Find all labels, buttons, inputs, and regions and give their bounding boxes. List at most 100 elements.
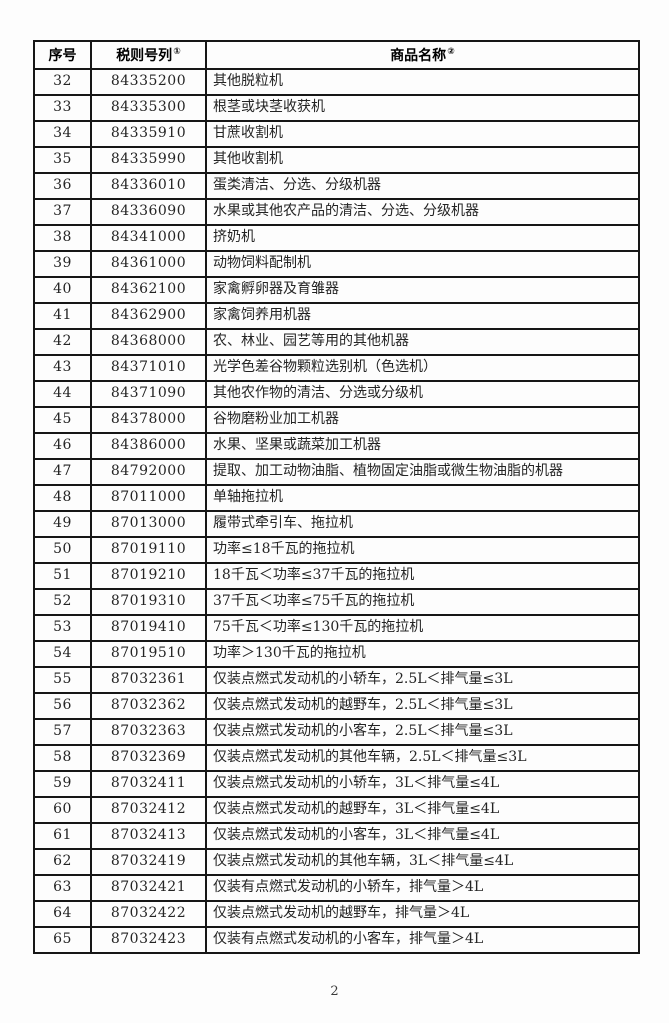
table-row: 62 87032419 仅装点燃式发动机的其他车辆，3L＜排气量≤4L	[33, 848, 640, 876]
row-index-cell: 37	[33, 198, 92, 226]
tariff-code-cell: 87013000	[90, 510, 207, 538]
tariff-code-cell: 84371090	[90, 380, 207, 408]
table-row: 37 84336090 水果或其他农产品的清洁、分选、分级机器	[33, 198, 640, 226]
tariff-code-cell: 87032412	[90, 796, 207, 824]
tariff-code-cell: 87019210	[90, 562, 207, 590]
tariff-code-cell: 87011000	[90, 484, 207, 512]
row-index-cell: 49	[33, 510, 92, 538]
tariff-code-cell: 84386000	[90, 432, 207, 460]
tariff-code-cell: 84335990	[90, 146, 207, 174]
table-row: 55 87032361 仅装点燃式发动机的小轿车，2.5L＜排气量≤3L	[33, 666, 640, 694]
row-index-cell: 36	[33, 172, 92, 200]
product-name-cell: 仅装有点燃式发动机的小轿车，排气量＞4L	[205, 874, 640, 902]
product-name-cell: 75千瓦＜功率≤130千瓦的拖拉机	[205, 614, 640, 642]
table-row: 64 87032422 仅装点燃式发动机的越野车，排气量＞4L	[33, 900, 640, 928]
product-name-cell: 单轴拖拉机	[205, 484, 640, 512]
tariff-code-cell: 87032422	[90, 900, 207, 928]
table-row: 54 87019510 功率＞130千瓦的拖拉机	[33, 640, 640, 668]
table-row: 42 84368000 农、林业、园艺等用的其他机器	[33, 328, 640, 356]
table-row: 45 84378000 谷物磨粉业加工机器	[33, 406, 640, 434]
product-name-cell: 水果、坚果或蔬菜加工机器	[205, 432, 640, 460]
row-index-cell: 54	[33, 640, 92, 668]
row-index-cell: 44	[33, 380, 92, 408]
row-index-cell: 59	[33, 770, 92, 798]
row-index-cell: 38	[33, 224, 92, 252]
tariff-table: 序号 税则号列① 商品名称② 32 84335200 其他脱粒机 33 84335300…	[33, 40, 640, 954]
table-row: 47 84792000 提取、加工动物油脂、植物固定油脂或微生物油脂的机器	[33, 458, 640, 486]
product-name-cell: 仅装点燃式发动机的越野车，2.5L＜排气量≤3L	[205, 692, 640, 720]
header-index: 序号	[33, 40, 92, 70]
product-name-cell: 提取、加工动物油脂、植物固定油脂或微生物油脂的机器	[205, 458, 640, 486]
header-product-name: 商品名称②	[205, 40, 640, 70]
tariff-code-cell: 84361000	[90, 250, 207, 278]
product-name-cell: 18千瓦＜功率≤37千瓦的拖拉机	[205, 562, 640, 590]
row-index-cell: 33	[33, 94, 92, 122]
tariff-code-cell: 87032363	[90, 718, 207, 746]
table-row: 46 84386000 水果、坚果或蔬菜加工机器	[33, 432, 640, 460]
tariff-code-cell: 87032361	[90, 666, 207, 694]
product-name-cell: 仅装点燃式发动机的越野车，排气量＞4L	[205, 900, 640, 928]
row-index-cell: 63	[33, 874, 92, 902]
table-row: 61 87032413 仅装点燃式发动机的小客车，3L＜排气量≤4L	[33, 822, 640, 850]
table-row: 59 87032411 仅装点燃式发动机的小轿车，3L＜排气量≤4L	[33, 770, 640, 798]
tariff-code-cell: 84378000	[90, 406, 207, 434]
row-index-cell: 35	[33, 146, 92, 174]
row-index-cell: 45	[33, 406, 92, 434]
product-name-cell: 37千瓦＜功率≤75千瓦的拖拉机	[205, 588, 640, 616]
product-name-cell: 光学色差谷物颗粒选别机（色选机）	[205, 354, 640, 382]
header-tariff-code-label: 税则号列	[116, 48, 173, 64]
footnote-marker-1: ①	[173, 47, 181, 58]
tariff-code-cell: 84362900	[90, 302, 207, 330]
table-row: 53 87019410 75千瓦＜功率≤130千瓦的拖拉机	[33, 614, 640, 642]
tariff-code-cell: 87032421	[90, 874, 207, 902]
tariff-code-cell: 87032411	[90, 770, 207, 798]
row-index-cell: 48	[33, 484, 92, 512]
tariff-code-cell: 87032369	[90, 744, 207, 772]
tariff-code-cell: 87032362	[90, 692, 207, 720]
product-name-cell: 仅装点燃式发动机的小轿车，3L＜排气量≤4L	[205, 770, 640, 798]
row-index-cell: 50	[33, 536, 92, 564]
product-name-cell: 其他收割机	[205, 146, 640, 174]
tariff-code-cell: 84362100	[90, 276, 207, 304]
table-row: 56 87032362 仅装点燃式发动机的越野车，2.5L＜排气量≤3L	[33, 692, 640, 720]
table-body: 32 84335200 其他脱粒机 33 84335300 根茎或块茎收获机 34 84335…	[33, 68, 640, 954]
table-row: 35 84335990 其他收割机	[33, 146, 640, 174]
page-number: 2	[330, 984, 339, 999]
product-name-cell: 仅装点燃式发动机的小客车，2.5L＜排气量≤3L	[205, 718, 640, 746]
table-row: 38 84341000 挤奶机	[33, 224, 640, 252]
table-row: 33 84335300 根茎或块茎收获机	[33, 94, 640, 122]
row-index-cell: 52	[33, 588, 92, 616]
product-name-cell: 农、林业、园艺等用的其他机器	[205, 328, 640, 356]
tariff-code-cell: 84336090	[90, 198, 207, 226]
product-name-cell: 仅装点燃式发动机的小轿车，2.5L＜排气量≤3L	[205, 666, 640, 694]
product-name-cell: 仅装有点燃式发动机的小客车，排气量＞4L	[205, 926, 640, 954]
product-name-cell: 履带式牵引车、拖拉机	[205, 510, 640, 538]
table-row: 39 84361000 动物饲料配制机	[33, 250, 640, 278]
header-product-name-label: 商品名称	[390, 48, 447, 64]
product-name-cell: 其他脱粒机	[205, 68, 640, 96]
row-index-cell: 57	[33, 718, 92, 746]
row-index-cell: 41	[33, 302, 92, 330]
row-index-cell: 55	[33, 666, 92, 694]
row-index-cell: 51	[33, 562, 92, 590]
product-name-cell: 仅装点燃式发动机的其他车辆，2.5L＜排气量≤3L	[205, 744, 640, 772]
table-row: 40 84362100 家禽孵卵器及育雏器	[33, 276, 640, 304]
row-index-cell: 53	[33, 614, 92, 642]
tariff-code-cell: 87019410	[90, 614, 207, 642]
product-name-cell: 蛋类清洁、分选、分级机器	[205, 172, 640, 200]
product-name-cell: 仅装点燃式发动机的越野车，3L＜排气量≤4L	[205, 796, 640, 824]
table-row: 51 87019210 18千瓦＜功率≤37千瓦的拖拉机	[33, 562, 640, 590]
header-row: 序号 税则号列① 商品名称②	[33, 40, 640, 70]
tariff-code-cell: 87019510	[90, 640, 207, 668]
table-row: 52 87019310 37千瓦＜功率≤75千瓦的拖拉机	[33, 588, 640, 616]
row-index-cell: 47	[33, 458, 92, 486]
row-index-cell: 64	[33, 900, 92, 928]
header-tariff-code: 税则号列①	[90, 40, 207, 70]
table-row: 44 84371090 其他农作物的清洁、分选或分级机	[33, 380, 640, 408]
tariff-code-cell: 84336010	[90, 172, 207, 200]
table-row: 34 84335910 甘蔗收割机	[33, 120, 640, 148]
product-name-cell: 仅装点燃式发动机的其他车辆，3L＜排气量≤4L	[205, 848, 640, 876]
tariff-code-cell: 87032419	[90, 848, 207, 876]
table-header: 序号 税则号列① 商品名称②	[33, 40, 640, 70]
